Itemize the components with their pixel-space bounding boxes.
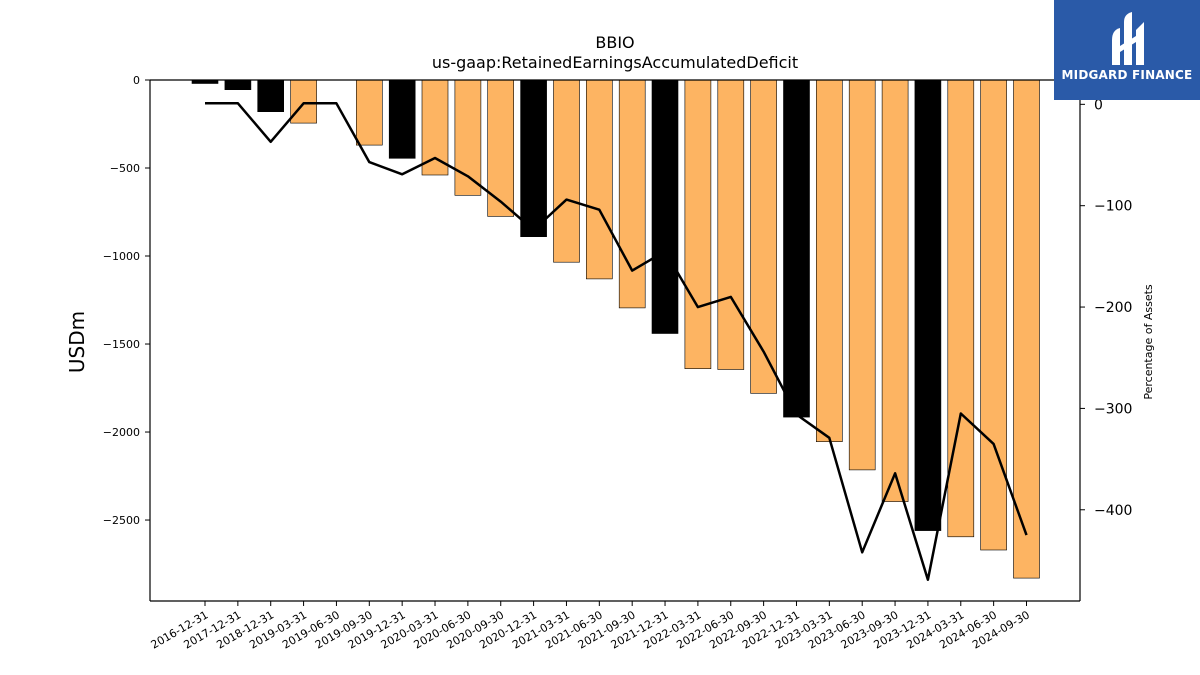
bar-2023-06-30 [848, 79, 876, 471]
axes: 0 −500 −1000 −1500 −2000 −2500 0 −100 −200 −300 −4… [103, 74, 1133, 652]
y-tick-label: −500 [110, 162, 140, 175]
y-right-tick-label: −100 [1094, 199, 1132, 215]
bar-2020-06-30 [454, 79, 482, 196]
bar-2019-09-30 [355, 79, 383, 146]
bar-2024-06-30 [980, 79, 1007, 551]
y-tick-label: −1500 [103, 338, 140, 351]
bar-2023-03-31 [815, 79, 843, 443]
chart-title: BBIO [595, 33, 634, 52]
bar-2021-06-30 [585, 79, 613, 280]
bar-2024-09-30 [1013, 79, 1040, 579]
y-tick-label: −2500 [103, 514, 140, 527]
percentage-of-assets-line [205, 102, 1028, 581]
bar-2018-12-31 [257, 79, 285, 113]
y-axis-right-label: Percentage of Assets [1142, 284, 1155, 400]
y-tick-label: −1000 [103, 250, 140, 263]
brand-logo: MIDGARD FINANCE [1054, 0, 1200, 100]
brand-logo-text: MIDGARD FINANCE [1061, 68, 1193, 82]
bar-2023-09-30 [881, 79, 909, 502]
bar-group [191, 79, 1040, 579]
bar-2022-03-31 [684, 79, 712, 370]
bar-2023-12-31 [914, 79, 942, 531]
bar-2022-12-31 [783, 79, 810, 418]
chart-subtitle: us-gaap:RetainedEarningsAccumulatedDefic… [432, 53, 798, 72]
y-right-tick-label: −300 [1094, 401, 1132, 417]
y-right-tick-label: 0 [1094, 97, 1103, 113]
bar-2021-03-31 [553, 79, 580, 263]
bar-2021-12-31 [651, 79, 679, 334]
bar-2020-12-31 [520, 79, 547, 237]
y-right-tick-label: −200 [1094, 300, 1132, 316]
bar-2022-09-30 [750, 79, 777, 394]
bar-2019-03-31 [290, 79, 317, 124]
y-right-tick-label: −400 [1094, 503, 1132, 519]
y-tick-label: 0 [133, 74, 140, 87]
y-tick-label: −2000 [103, 426, 140, 439]
bar-2024-03-31 [947, 79, 975, 538]
bar-2017-12-31 [224, 79, 252, 90]
bar-2020-03-31 [421, 79, 449, 176]
line-group [205, 102, 1028, 581]
bar-2022-06-30 [717, 79, 745, 370]
midgard-logo-icon [1112, 12, 1144, 65]
bar-2021-09-30 [618, 79, 646, 309]
bar-2019-12-31 [388, 79, 416, 159]
y-axis-label: USDm [65, 311, 89, 373]
